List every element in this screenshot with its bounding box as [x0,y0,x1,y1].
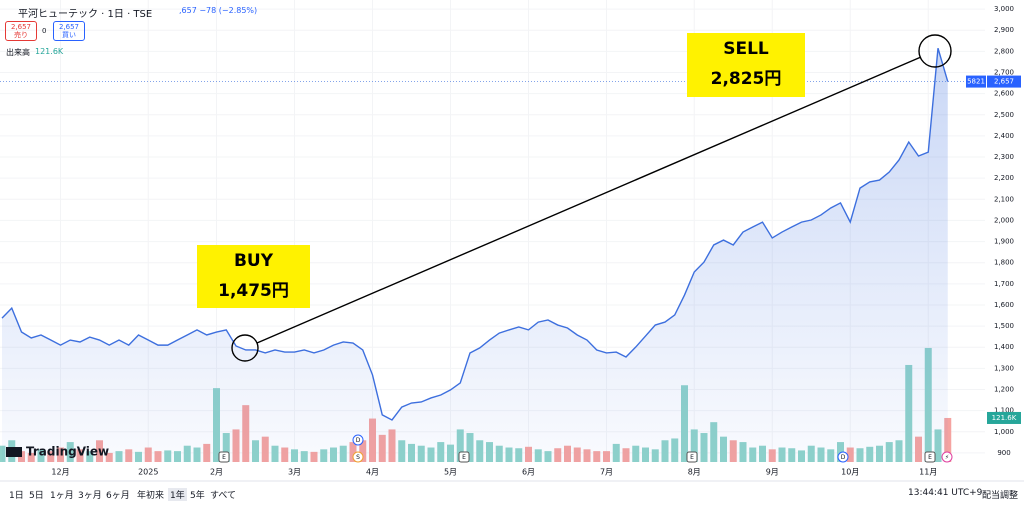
price-line [1,47,949,421]
y-tick-label: 1,500 [994,322,1014,330]
event-label: S [356,454,360,461]
y-tick-label: 2,000 [994,216,1014,224]
event-label: E [928,454,932,461]
area [2,48,948,462]
y-tick-label: 1,900 [994,238,1014,246]
volume-title: 出来高 [6,48,30,57]
range-button[interactable]: 年初来 [137,491,165,501]
event-label: E [222,454,226,461]
logo-mark [6,447,22,457]
adjust[interactable]: 配当調整 [982,491,1019,501]
x-tick-label: 7月 [600,468,613,477]
y-tick-label: 2,900 [994,26,1014,34]
range-button[interactable]: 1年 [168,488,187,501]
event-marker [837,451,849,463]
x-tick-label: 10月 [841,468,859,477]
range-button[interactable]: 5年 [190,491,205,501]
y-tick-label: 2,700 [994,68,1014,76]
range-button[interactable]: すべて [210,491,237,501]
x-tick-label: 12月 [51,468,69,477]
x-tick-label: 6月 [522,468,535,477]
event-label: E [690,454,694,461]
x-tick-label: 2025 [138,468,158,477]
y-tick-label: 1,800 [994,259,1014,267]
event-marker [941,451,953,463]
event-label: ⚡ [945,454,949,461]
y-tick-label: 2,200 [994,174,1014,182]
y-tick-label: 1,400 [994,343,1014,351]
event-marker [352,451,364,463]
x-tick-label: 2月 [210,468,223,477]
logo: TradingView [26,445,109,459]
annotation-text: BUY [234,251,274,271]
sell-price: 2,657 [10,23,32,31]
annotation-box [197,245,310,308]
y-tick-label: 1,300 [994,364,1014,372]
buy-button[interactable]: 2,657 買い [53,21,85,41]
y-tick-label: 2,400 [994,132,1014,140]
x-tick-label: 5月 [444,468,457,477]
event-marker [686,451,698,463]
event-marker [218,451,230,463]
y-tick-label: 1,000 [994,428,1014,436]
range-button[interactable]: 3ヶ月 [78,491,102,501]
spread: 0 [42,27,47,35]
y-tick-label: 1,700 [994,280,1014,288]
x-tick-label: 4月 [366,468,379,477]
annotation-box [687,33,805,97]
x-tick-label: 3月 [288,468,301,477]
y-tick-label: 2,500 [994,111,1014,119]
event-marker [458,451,470,463]
annotation-text: 1,475円 [218,281,289,301]
range-button[interactable]: 6ヶ月 [106,491,130,501]
annotation-text: 2,825円 [711,69,782,89]
y-tick-label: 2,100 [994,195,1014,203]
y-tick-label: 900 [997,449,1010,457]
clock: 13:44:41 UTC+9 [908,488,983,498]
y-tick-label: 1,200 [994,386,1014,394]
symbol-title[interactable]: 平河ヒューテック · 1日 · TSE [18,9,153,20]
event-marker [352,434,364,446]
sell-circle [918,34,952,68]
y-tick-label: 2,800 [994,47,1014,55]
x-tick-label: 11月 [919,468,937,477]
volume-label: 121.6K [992,414,1017,422]
event-label: E [462,454,466,461]
event-label: D [841,454,846,461]
volume-value: 121.6K [35,47,64,56]
buy-price: 2,657 [58,23,80,31]
x-tick-label: 8月 [688,468,701,477]
range-button[interactable]: 5日 [29,491,44,501]
symbol-code: 5821 [967,78,985,86]
code-badge [966,75,986,88]
buy-label: 買い [62,31,76,39]
x-tick-label: 9月 [766,468,779,477]
range-button[interactable]: 1ヶ月 [50,491,74,501]
annotation-text: SELL [723,39,769,59]
y-tick-label: 1,100 [994,407,1014,415]
y-tick-label: 2,300 [994,153,1014,161]
range-button[interactable]: 1日 [9,491,24,501]
sell-button[interactable]: 2,657 売り [5,21,37,41]
y-tick-label: 2,600 [994,90,1014,98]
quote: ,657 −78 (−2.85%) [179,6,258,15]
event-marker [924,451,936,463]
y-tick-label: 3,000 [994,5,1014,13]
volume-badge [987,411,1021,424]
event-label: D [356,437,361,444]
trade-line [256,56,922,344]
y-tick-label: 1,600 [994,301,1014,309]
sell-label: 売り [14,31,28,39]
last-price-label: 2,657 [994,78,1014,86]
price-badge [987,75,1021,88]
buy-circle [231,334,259,362]
